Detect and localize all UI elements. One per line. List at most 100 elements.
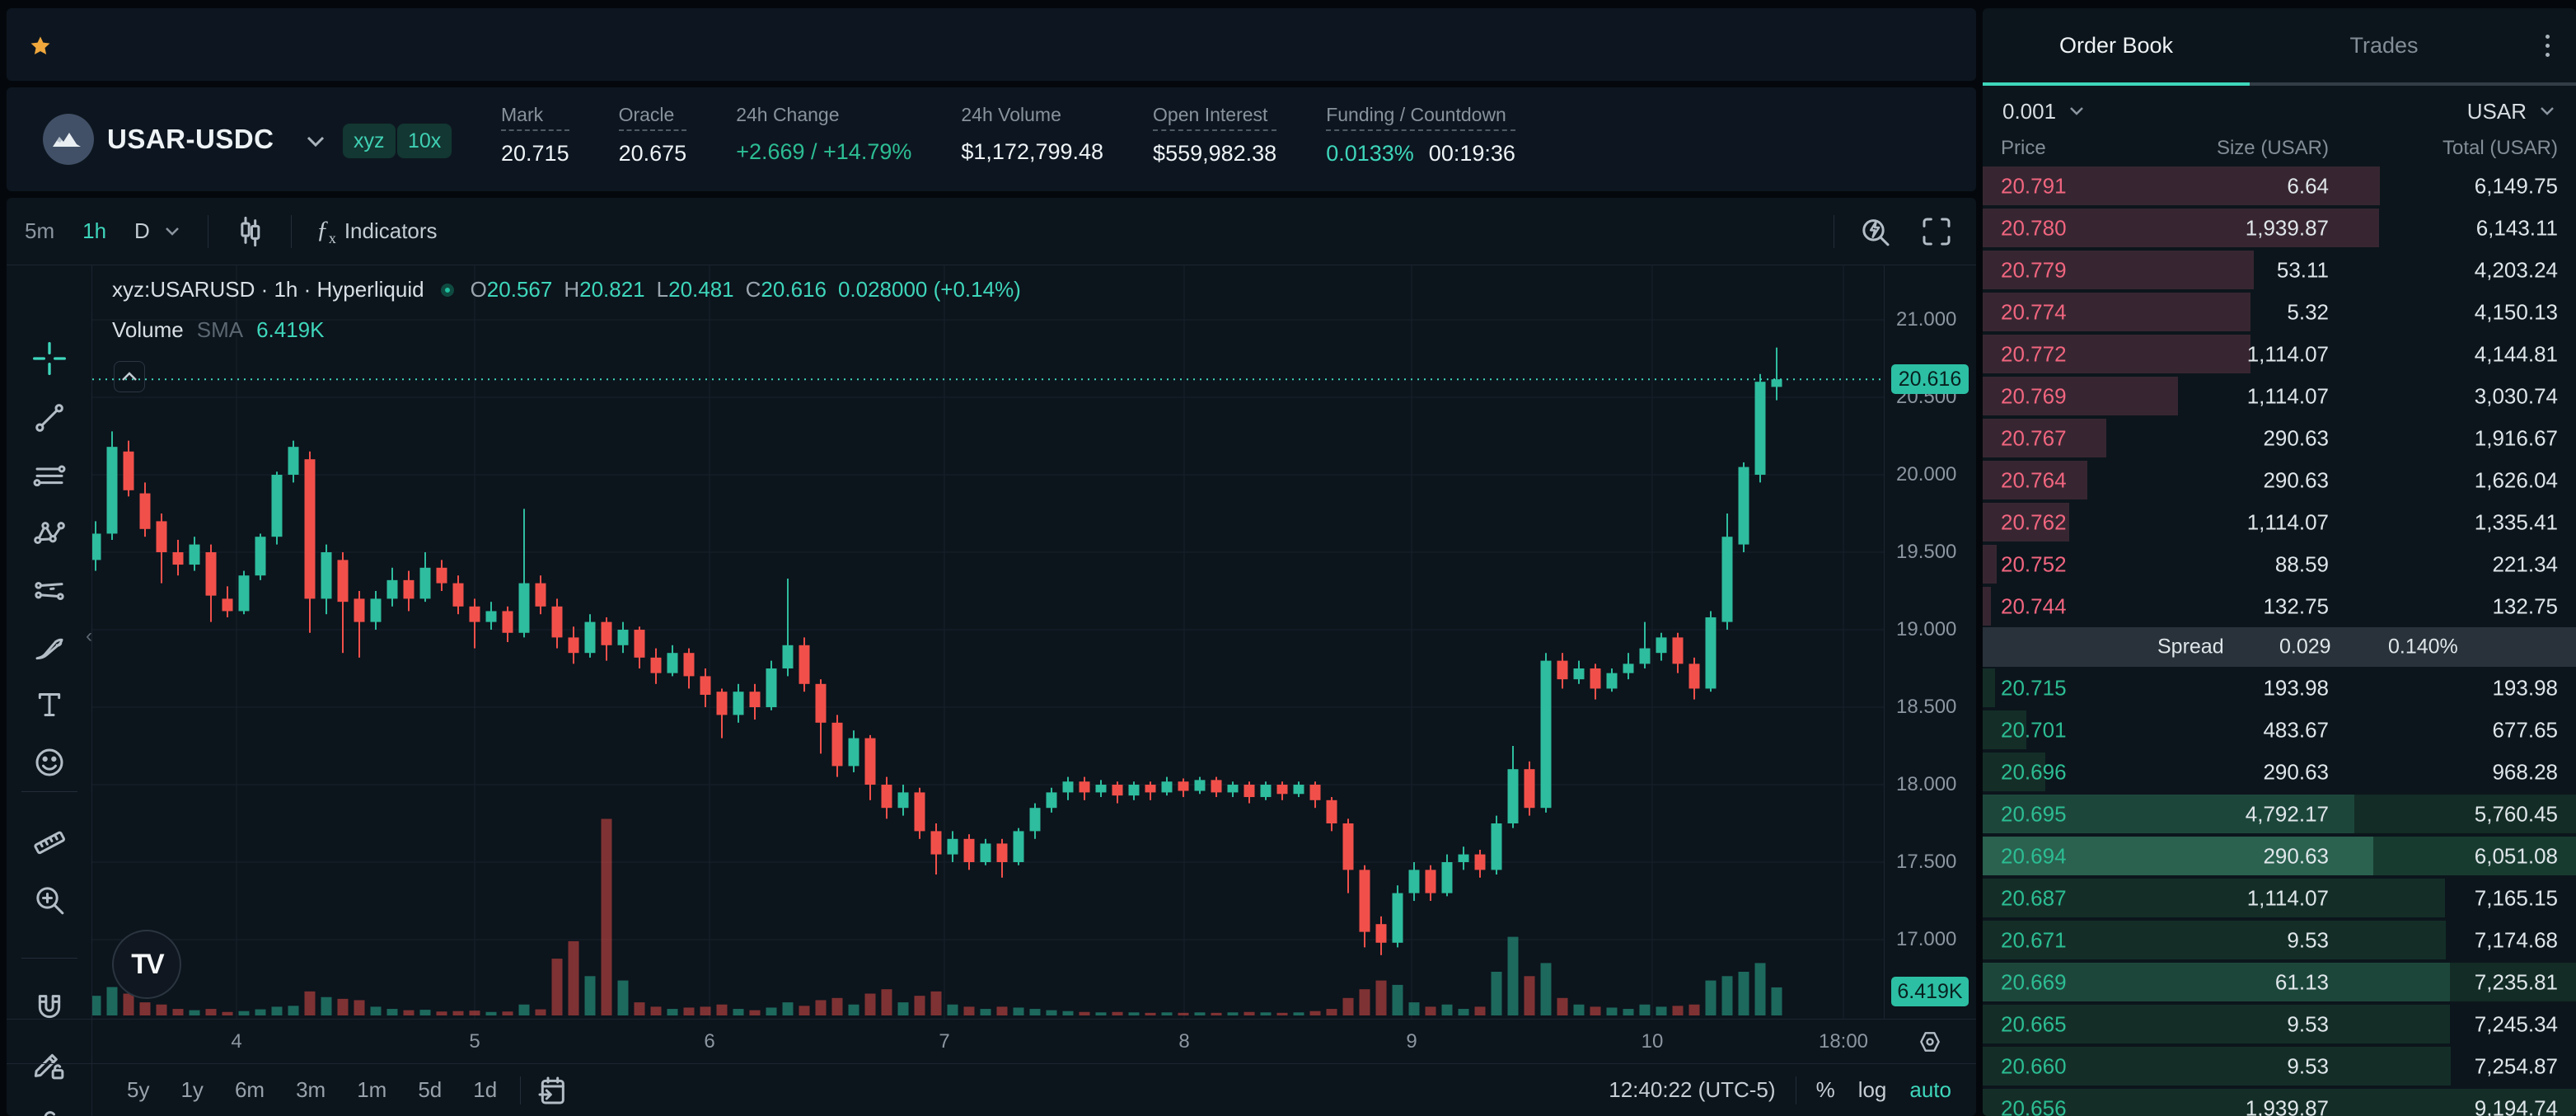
chart-panel: 5m 1h D ƒx Indicators ‹ <box>7 198 1976 1116</box>
ask-row[interactable]: 20.764 290.63 1,626.04 <box>1983 459 2576 501</box>
coin-logo <box>43 114 94 165</box>
legend-collapse-button[interactable] <box>114 361 145 392</box>
time-axis-label: 8 <box>1178 1030 1190 1053</box>
axis-settings-icon[interactable] <box>1915 1029 1945 1055</box>
reset-zoom-icon[interactable] <box>1859 215 1892 248</box>
go-to-date-icon[interactable] <box>536 1074 569 1107</box>
price-axis[interactable]: 21.000 20.500 20.000 19.500 19.000 18.500 18.0… <box>1884 265 1976 1019</box>
ask-row[interactable]: 20.791 6.64 6,149.75 <box>1983 165 2576 207</box>
bid-row[interactable]: 20.687 1,114.07 7,165.15 <box>1983 877 2576 919</box>
ask-row[interactable]: 20.774 5.32 4,150.13 <box>1983 291 2576 333</box>
time-axis[interactable]: 4 5 6 7 8 9 10 18:00 <box>7 1019 1976 1063</box>
ask-size: 1,939.87 <box>2245 215 2329 240</box>
unit-select[interactable]: USAR <box>2467 99 2556 124</box>
bid-size: 1,114.07 <box>2246 885 2329 910</box>
range-button-6m[interactable]: 6m <box>234 1077 265 1102</box>
ask-price: 20.762 <box>2001 509 2067 534</box>
zoom-in-icon[interactable] <box>33 884 66 917</box>
depth-bar <box>1983 921 2446 959</box>
crosshair-icon[interactable] <box>33 342 66 375</box>
price-axis-label: 19.000 <box>1896 618 1957 640</box>
interval-chevron-down-icon[interactable] <box>162 224 183 239</box>
legend-title[interactable]: xyz:USARUSD · 1h · Hyperliquid <box>112 277 424 302</box>
ruler-icon[interactable] <box>33 826 66 859</box>
bid-price: 20.694 <box>2001 843 2067 868</box>
range-button-5d[interactable]: 5d <box>418 1077 443 1102</box>
leverage-badge[interactable]: 10x <box>397 124 452 158</box>
bid-price: 20.695 <box>2001 801 2067 826</box>
volume-legend-label[interactable]: Volume <box>112 317 184 342</box>
lock-all-icon[interactable] <box>33 1106 66 1116</box>
time-axis-label: 10 <box>1641 1030 1664 1053</box>
range-button-5y[interactable]: 5y <box>127 1077 150 1102</box>
scale-button-auto[interactable]: auto <box>1909 1077 1951 1102</box>
projection-icon[interactable] <box>33 574 66 607</box>
range-button-1d[interactable]: 1d <box>473 1077 498 1102</box>
interval-1h[interactable]: 1h <box>82 218 107 243</box>
bid-row[interactable]: 20.695 4,792.17 5,760.45 <box>1983 793 2576 835</box>
bid-row[interactable]: 20.701 483.67 677.65 <box>1983 709 2576 751</box>
xabcd-pattern-icon[interactable] <box>33 517 66 550</box>
ask-row[interactable]: 20.769 1,114.07 3,030.74 <box>1983 375 2576 417</box>
candlestick-plot[interactable] <box>92 265 1884 1019</box>
favorite-star-icon[interactable] <box>28 35 53 58</box>
price-axis-label: 18.000 <box>1896 773 1957 795</box>
depth-bar <box>1983 753 2045 791</box>
ask-row[interactable]: 20.779 53.11 4,203.24 <box>1983 249 2576 291</box>
ask-row[interactable]: 20.744 132.75 132.75 <box>1983 585 2576 627</box>
emoji-icon[interactable] <box>33 746 66 779</box>
tradingview-logo[interactable]: TV <box>112 930 181 999</box>
chart-plot-area[interactable]: xyz:USARUSD · 1h · Hyperliquid O20.567 H2… <box>92 265 1884 1019</box>
kebab-menu-icon[interactable] <box>2518 8 2576 86</box>
depth-bar <box>1983 837 2373 875</box>
drawing-toolbar <box>7 265 92 1116</box>
ask-row[interactable]: 20.772 1,114.07 4,144.81 <box>1983 333 2576 375</box>
bid-row[interactable]: 20.694 290.63 6,051.08 <box>1983 835 2576 877</box>
ask-row[interactable]: 20.762 1,114.07 1,335.41 <box>1983 501 2576 543</box>
last-price-badge: 20.616 <box>1891 364 1969 395</box>
bid-row[interactable]: 20.669 61.13 7,235.81 <box>1983 961 2576 1003</box>
bid-row[interactable]: 20.665 9.53 7,245.34 <box>1983 1003 2576 1045</box>
ask-row[interactable]: 20.767 290.63 1,916.67 <box>1983 417 2576 459</box>
bid-total: 193.98 <box>2492 675 2558 700</box>
interval-d[interactable]: D <box>134 218 150 243</box>
sma-legend-label[interactable]: SMA <box>196 317 244 342</box>
scale-button-percent[interactable]: % <box>1815 1077 1835 1102</box>
brush-icon[interactable] <box>33 632 66 665</box>
sidebar-collapse-arrow[interactable]: ‹ <box>86 625 92 647</box>
range-button-1y[interactable]: 1y <box>180 1077 204 1102</box>
ask-row[interactable]: 20.780 1,939.87 6,143.11 <box>1983 207 2576 249</box>
bid-row[interactable]: 20.715 193.98 193.98 <box>1983 667 2576 709</box>
chart-style-candles-icon[interactable] <box>233 215 266 248</box>
ask-size: 132.75 <box>2263 593 2329 618</box>
time-axis-label: 7 <box>939 1030 950 1053</box>
range-button-1m[interactable]: 1m <box>357 1077 387 1102</box>
drawing-lock-icon[interactable] <box>33 1048 66 1081</box>
bid-row[interactable]: 20.660 9.53 7,254.87 <box>1983 1045 2576 1087</box>
symbol-name[interactable]: USAR-USDC <box>107 124 274 154</box>
bid-total: 7,245.34 <box>2474 1011 2558 1036</box>
ask-total: 1,626.04 <box>2474 467 2558 492</box>
tab-trades[interactable]: Trades <box>2250 8 2518 86</box>
tick-size-select[interactable]: 0.001 <box>2002 99 2086 124</box>
bid-size: 4,792.17 <box>2245 801 2329 826</box>
fib-retracement-icon[interactable] <box>33 461 66 494</box>
text-icon[interactable] <box>33 688 66 721</box>
range-button-3m[interactable]: 3m <box>296 1077 326 1102</box>
bid-row[interactable]: 20.671 9.53 7,174.68 <box>1983 919 2576 961</box>
trend-line-icon[interactable] <box>33 401 66 434</box>
magnet-icon[interactable] <box>33 991 66 1024</box>
scale-button-log[interactable]: log <box>1857 1077 1887 1102</box>
tab-order-book[interactable]: Order Book <box>1983 8 2250 86</box>
ask-row[interactable]: 20.752 88.59 221.34 <box>1983 543 2576 585</box>
interval-5m[interactable]: 5m <box>25 218 55 243</box>
bid-price: 20.656 <box>2001 1095 2067 1116</box>
clock[interactable]: 12:40:22 (UTC-5) <box>1609 1077 1776 1102</box>
fullscreen-icon[interactable] <box>1920 215 1953 248</box>
bid-row[interactable]: 20.656 1,939.87 9,194.74 <box>1983 1087 2576 1116</box>
indicators-button[interactable]: ƒx Indicators <box>316 215 438 246</box>
spread-value: 0.029 <box>2279 635 2331 659</box>
ask-size: 290.63 <box>2263 467 2329 492</box>
bid-row[interactable]: 20.696 290.63 968.28 <box>1983 751 2576 793</box>
symbol-chevron-down-icon[interactable] <box>302 133 330 151</box>
